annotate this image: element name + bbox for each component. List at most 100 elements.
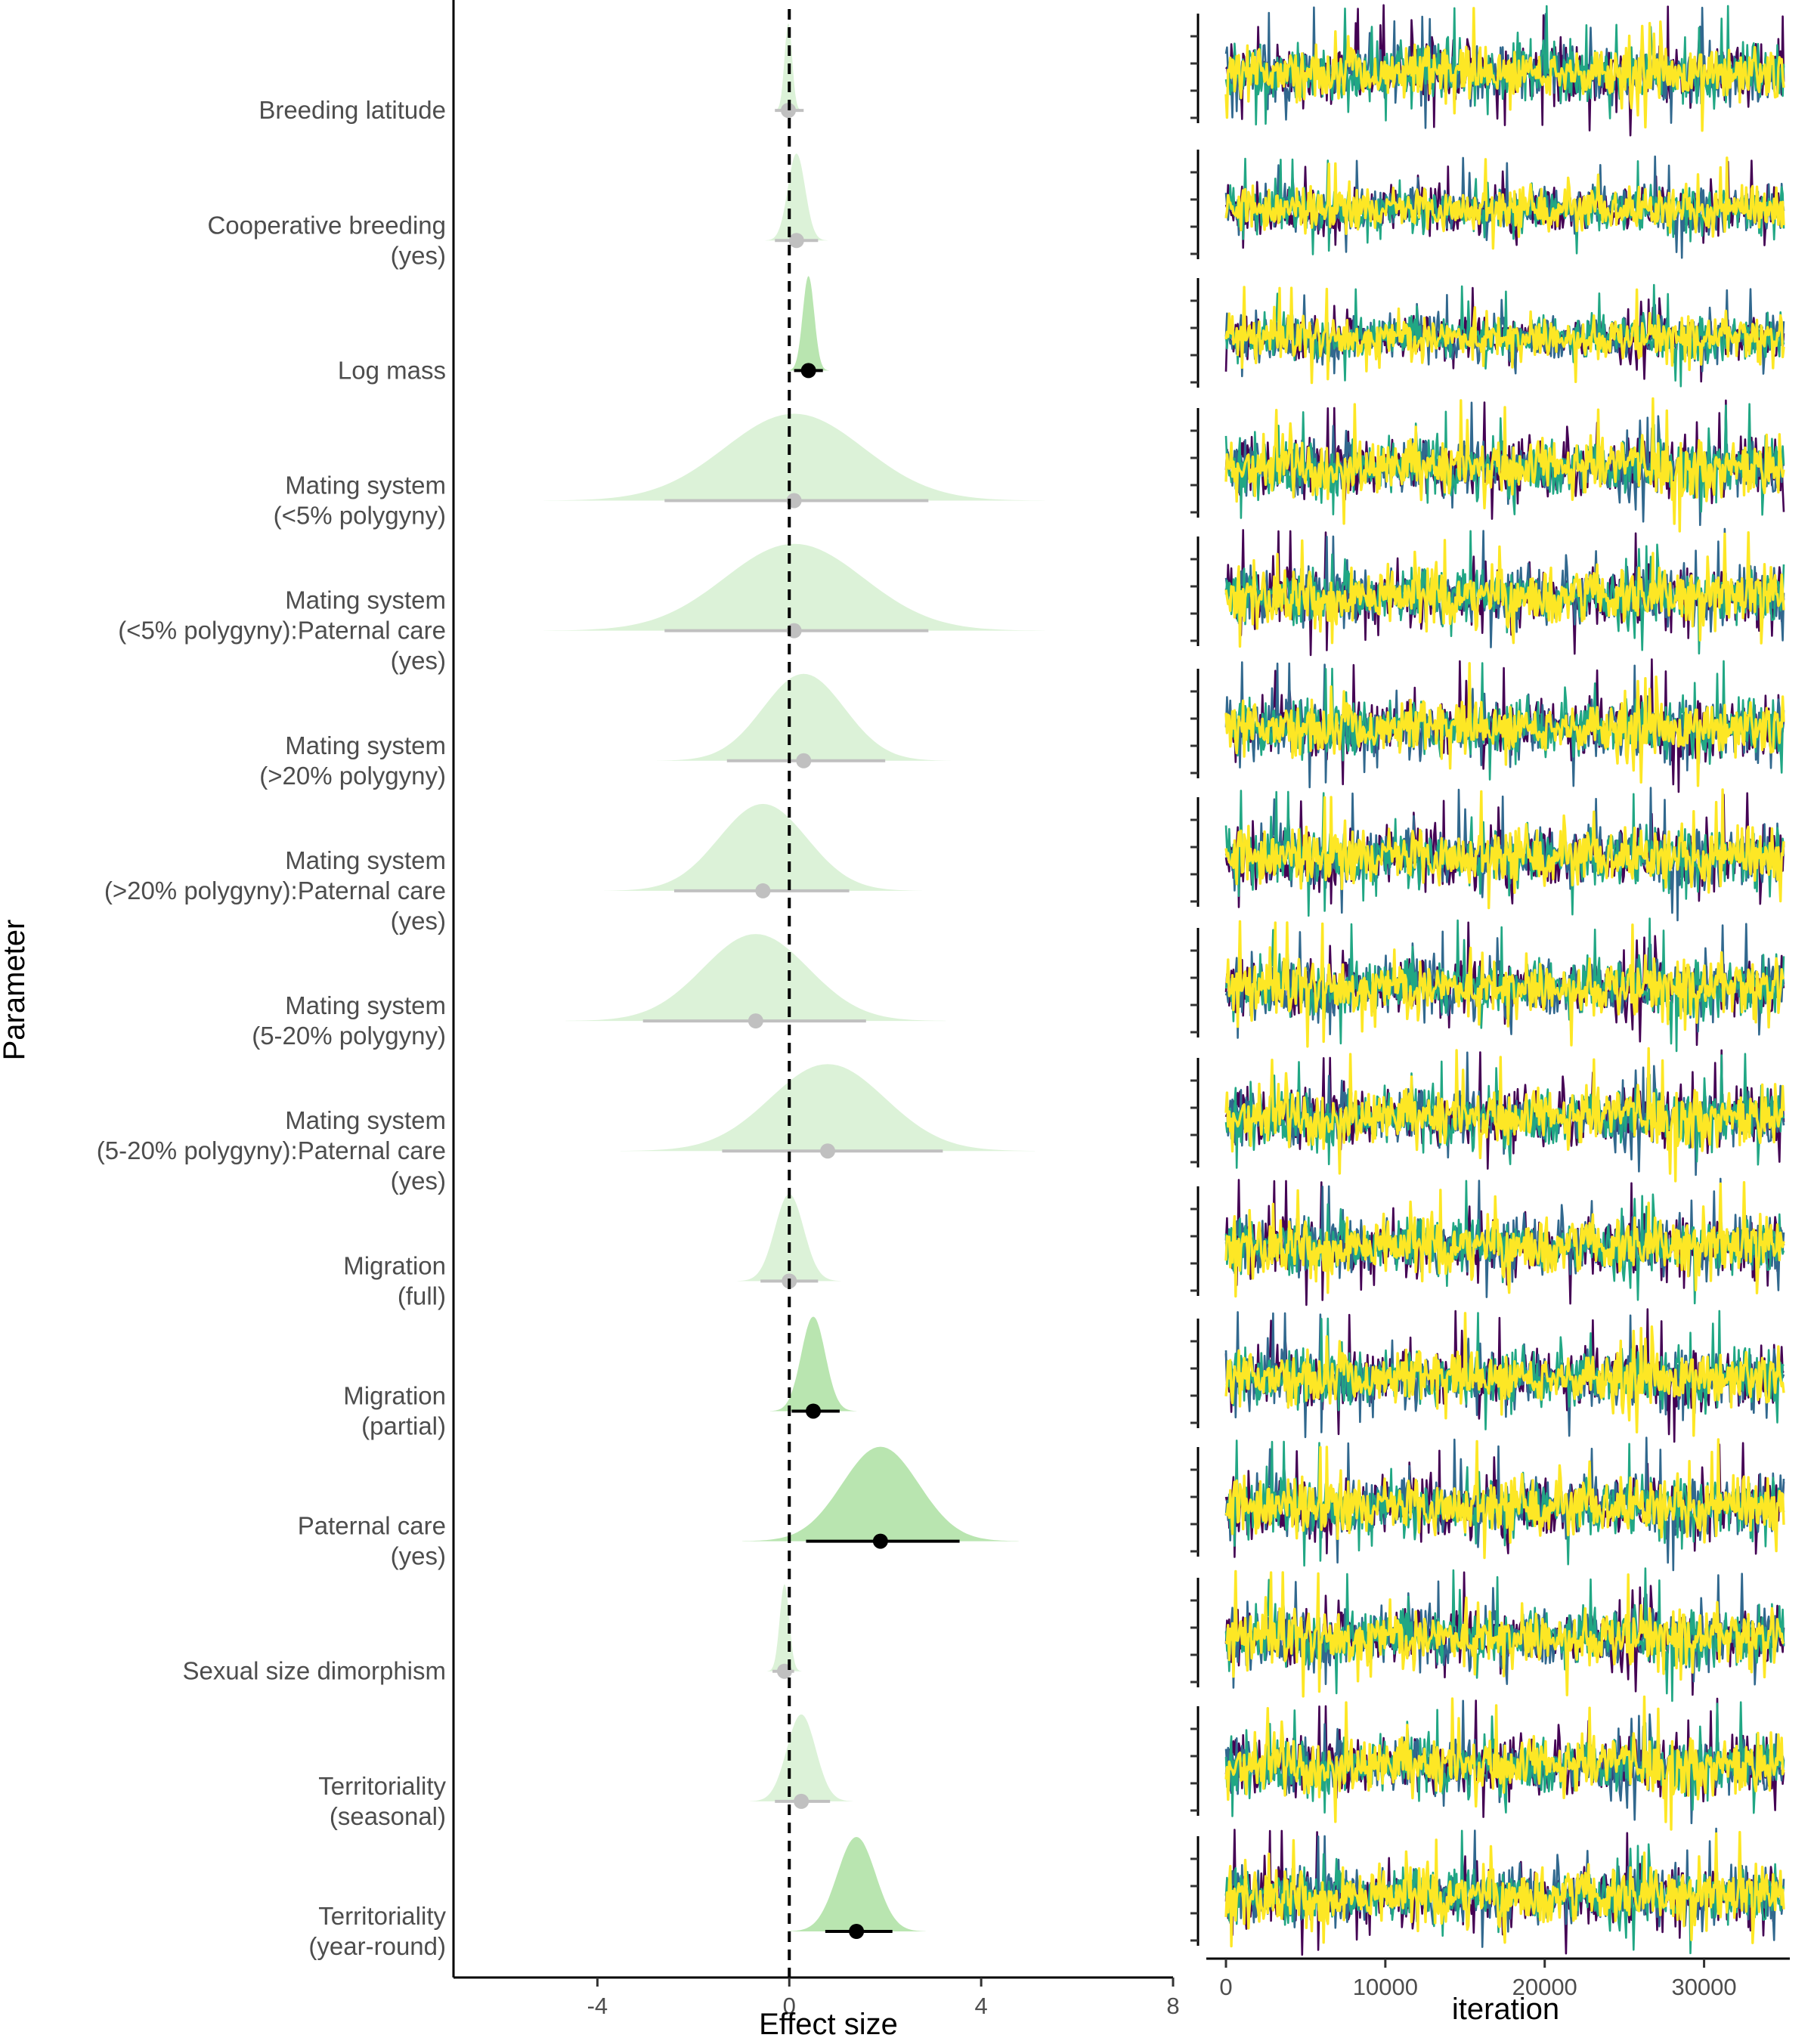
chain-trace bbox=[1224, 286, 1785, 385]
parameter-row: Mating system (5-20% polygyny) bbox=[252, 934, 946, 1050]
chain-trace bbox=[1224, 531, 1785, 648]
density-curve bbox=[742, 1446, 1019, 1542]
parameter-row: Breeding latitude bbox=[258, 23, 804, 124]
trace-x-tick-label: 20000 bbox=[1512, 1974, 1577, 2000]
parameter-label: Paternal care bbox=[298, 1512, 446, 1540]
parameter-row: Mating system (>20% polygyny):Paternal ca… bbox=[104, 803, 922, 935]
chain-trace bbox=[1224, 1181, 1785, 1298]
parameter-row: Log mass bbox=[338, 276, 830, 384]
parameter-label: Mating system bbox=[285, 731, 446, 759]
x-axis-title: Effect size bbox=[759, 2008, 898, 2040]
parameter-label: (>20% polygyny):Paternal care bbox=[104, 877, 446, 904]
trace-panel bbox=[1190, 1436, 1785, 1572]
median-point bbox=[872, 1533, 888, 1549]
chain-trace bbox=[1224, 7, 1785, 132]
density-curve bbox=[543, 543, 1045, 631]
trace-x-axis-title: iteration bbox=[1452, 1993, 1559, 2026]
trace-panel bbox=[1190, 1308, 1785, 1443]
median-point bbox=[748, 1013, 763, 1029]
median-point bbox=[849, 1924, 865, 1939]
trace-x-tick-label: 30000 bbox=[1671, 1974, 1736, 2000]
parameter-label: (>20% polygyny) bbox=[259, 762, 446, 790]
parameter-label: (5-20% polygyny) bbox=[252, 1022, 446, 1050]
density-curve bbox=[787, 1837, 926, 1931]
trace-panel bbox=[1190, 1047, 1785, 1183]
y-axis-title: Parameter bbox=[0, 920, 31, 1061]
parameter-label: (full) bbox=[398, 1282, 446, 1310]
trace-panel bbox=[1190, 917, 1785, 1053]
density-curve bbox=[543, 413, 1045, 501]
density-curve bbox=[788, 276, 830, 371]
trace-panel bbox=[1190, 150, 1785, 259]
trace-panel bbox=[1190, 278, 1785, 388]
parameter-row: Mating system(5-20% polygyny):Paternal c… bbox=[97, 1064, 1035, 1195]
median-point bbox=[780, 103, 796, 119]
parameter-label: Territoriality bbox=[318, 1902, 446, 1930]
trace-panel bbox=[1190, 787, 1785, 922]
parameter-row: Mating system (<5% polygyny):Paternal car… bbox=[118, 543, 1045, 675]
parameter-label: (<5% polygyny) bbox=[274, 502, 446, 530]
parameter-label: Cooperative breeding bbox=[207, 211, 446, 239]
density-curve bbox=[737, 1194, 841, 1282]
density-curve bbox=[749, 1714, 853, 1801]
chain-trace bbox=[1224, 788, 1785, 910]
parameter-label: Mating system bbox=[285, 472, 446, 499]
median-point bbox=[806, 1403, 821, 1419]
median-point bbox=[794, 1793, 809, 1809]
parameter-row: Cooperative breeding(yes) bbox=[207, 153, 828, 269]
median-point bbox=[796, 753, 812, 768]
chain-trace bbox=[1224, 397, 1785, 533]
parameter-label: (yes) bbox=[391, 241, 446, 269]
x-tick-label: 8 bbox=[1166, 1993, 1179, 2019]
trace-x-tick-label: 10000 bbox=[1353, 1974, 1418, 2000]
parameter-label: Breeding latitude bbox=[258, 96, 446, 124]
parameter-label: Sexual size dimorphism bbox=[183, 1657, 446, 1685]
parameter-label: (yes) bbox=[391, 1167, 446, 1195]
trace-panel bbox=[1190, 4, 1785, 137]
x-tick-label: 4 bbox=[975, 1993, 988, 2019]
parameter-row: Sexual size dimorphism bbox=[183, 1584, 802, 1685]
parameter-label: Mating system bbox=[285, 586, 446, 614]
density-curve bbox=[769, 1316, 857, 1412]
parameter-label: (yes) bbox=[391, 647, 446, 675]
chain-trace bbox=[1224, 1831, 1785, 1948]
parameter-row: Migration (partial) bbox=[343, 1316, 857, 1439]
median-point bbox=[755, 883, 771, 898]
parameter-row: Paternal care(yes) bbox=[298, 1446, 1019, 1570]
parameter-label: (5-20% polygyny):Paternal care bbox=[97, 1136, 446, 1164]
trace-panel bbox=[1190, 1567, 1785, 1702]
parameter-label: Log mass bbox=[338, 356, 446, 384]
chain-trace bbox=[1224, 920, 1785, 1048]
median-point bbox=[800, 363, 816, 379]
parameter-row: Territoriality(seasonal) bbox=[318, 1714, 853, 1830]
x-tick-label: -4 bbox=[587, 1993, 608, 2019]
chain-trace bbox=[1224, 662, 1785, 787]
density-curve bbox=[565, 934, 946, 1022]
parameter-row: Mating system (<5% polygyny) bbox=[274, 413, 1045, 530]
density-curve bbox=[657, 673, 951, 761]
trace-panel bbox=[1190, 658, 1785, 793]
chain-trace bbox=[1224, 1312, 1785, 1437]
median-point bbox=[788, 233, 804, 249]
parameter-row: Territoriality(year-round) bbox=[308, 1837, 926, 1960]
parameter-row: Mating system (>20% polygyny) bbox=[259, 673, 951, 790]
parameter-label: Migration bbox=[343, 1381, 446, 1409]
trace-panel bbox=[1190, 397, 1785, 533]
chain-trace bbox=[1224, 1047, 1785, 1183]
parameter-label: (seasonal) bbox=[330, 1802, 446, 1830]
trace-plot-panel: 0 10000 20000 30000 iteration bbox=[1190, 4, 1790, 2026]
parameter-label: Mating system bbox=[285, 1106, 446, 1134]
chain-trace bbox=[1224, 1438, 1785, 1560]
trace-panel bbox=[1190, 527, 1785, 657]
trace-panel bbox=[1190, 1177, 1785, 1306]
trace-x-tick-label: 0 bbox=[1219, 1974, 1232, 2000]
trace-panel bbox=[1190, 1695, 1785, 1831]
parameter-label: Mating system bbox=[285, 846, 446, 874]
parameter-row: Migration (full) bbox=[343, 1194, 841, 1310]
x-tick-label: 0 bbox=[783, 1993, 796, 2019]
parameter-label: (year-round) bbox=[308, 1932, 446, 1960]
trace-panel bbox=[1190, 1827, 1785, 1956]
density-curve bbox=[767, 1584, 802, 1671]
